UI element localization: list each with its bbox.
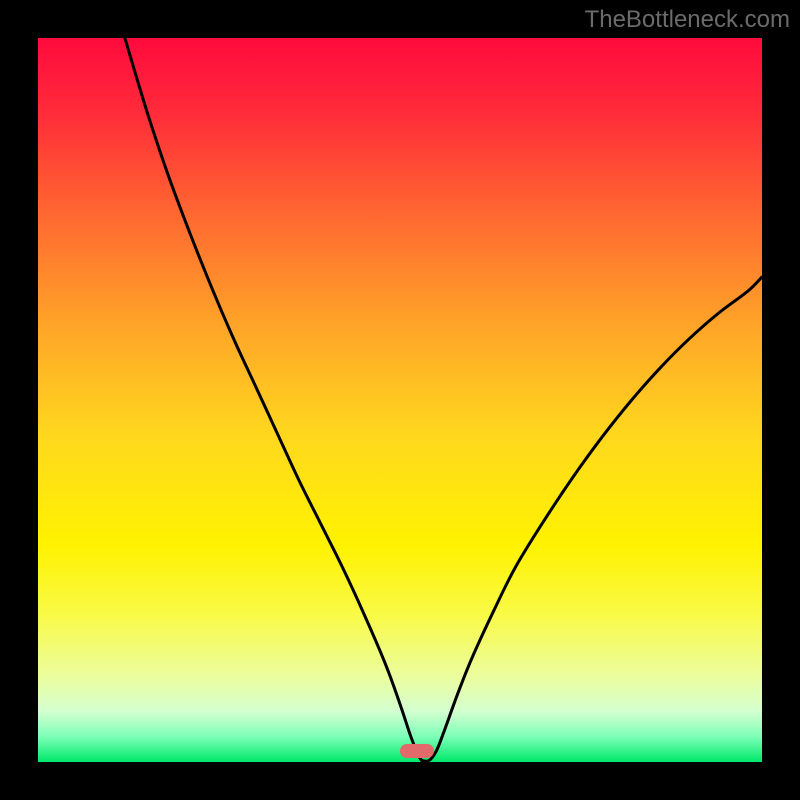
watermark-text: TheBottleneck.com <box>585 6 790 34</box>
curve-right-branch <box>422 277 762 761</box>
bottleneck-curve <box>38 38 762 762</box>
optimal-marker <box>400 744 434 758</box>
plot-area <box>38 38 762 762</box>
curve-left-branch <box>125 38 422 761</box>
chart-root: TheBottleneck.com <box>0 0 800 800</box>
